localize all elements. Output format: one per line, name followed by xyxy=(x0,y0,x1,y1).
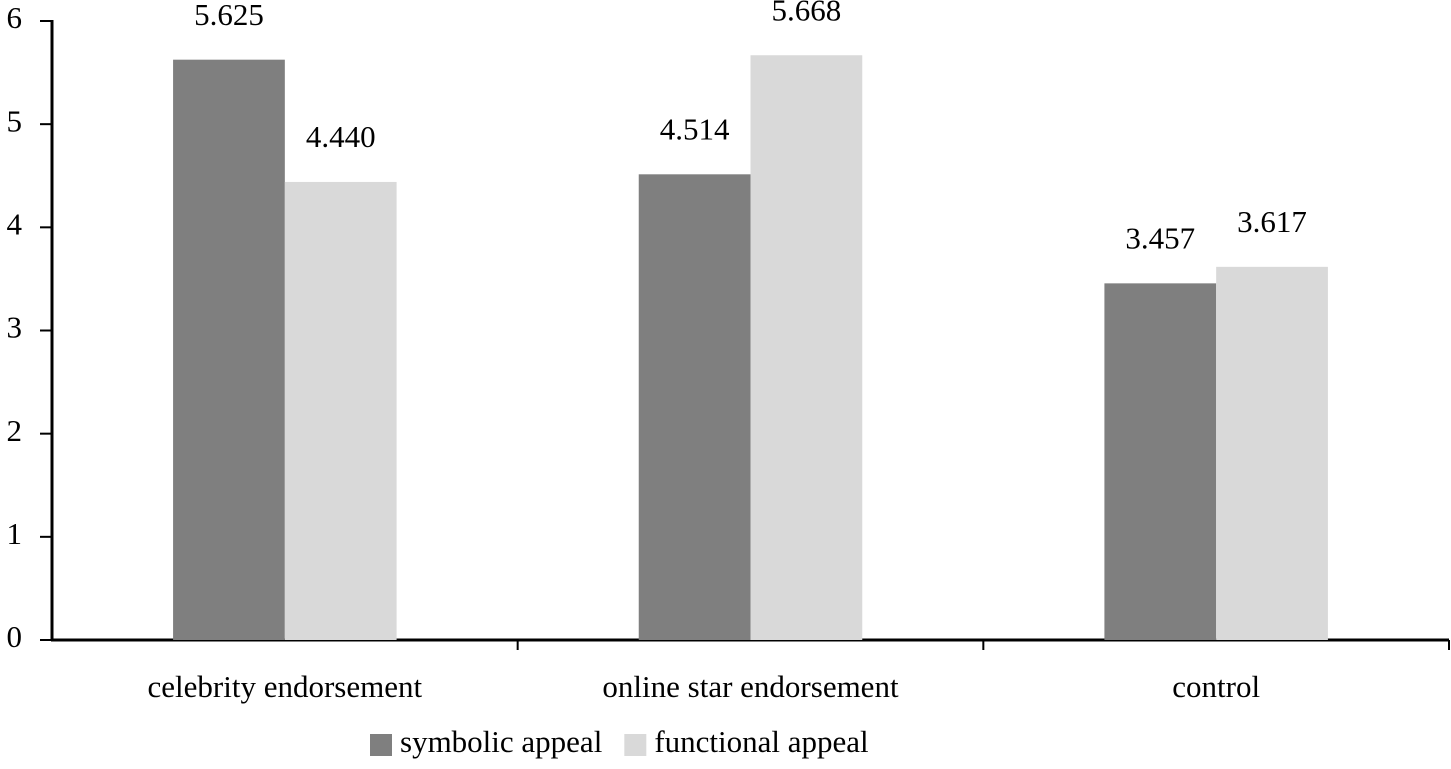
bar xyxy=(173,59,285,640)
x-tick-label: online star endorsement xyxy=(602,669,899,704)
data-label: 4.440 xyxy=(306,119,376,154)
x-tick-label: control xyxy=(1172,669,1260,704)
data-label: 5.668 xyxy=(772,0,842,27)
legend-swatch xyxy=(370,734,392,756)
y-tick-label: 5 xyxy=(7,103,23,138)
bar xyxy=(284,181,397,640)
bar xyxy=(1104,283,1217,640)
y-tick-label: 0 xyxy=(7,619,23,654)
data-label: 5.625 xyxy=(194,0,264,32)
y-tick-label: 6 xyxy=(7,0,23,35)
bar xyxy=(750,55,863,640)
y-tick-label: 4 xyxy=(7,206,23,241)
y-tick-label: 2 xyxy=(7,413,23,448)
x-tick-label: celebrity endorsement xyxy=(148,669,423,704)
data-label: 3.457 xyxy=(1125,220,1195,255)
legend-label: functional appeal xyxy=(654,724,868,759)
legend-label: symbolic appeal xyxy=(400,724,602,759)
data-label: 3.617 xyxy=(1237,204,1307,239)
y-tick-label: 1 xyxy=(7,516,23,551)
y-tick-label: 3 xyxy=(7,310,23,345)
data-label: 4.514 xyxy=(660,111,730,146)
bar xyxy=(1216,266,1328,640)
bar xyxy=(638,174,751,640)
legend-swatch xyxy=(624,734,647,756)
